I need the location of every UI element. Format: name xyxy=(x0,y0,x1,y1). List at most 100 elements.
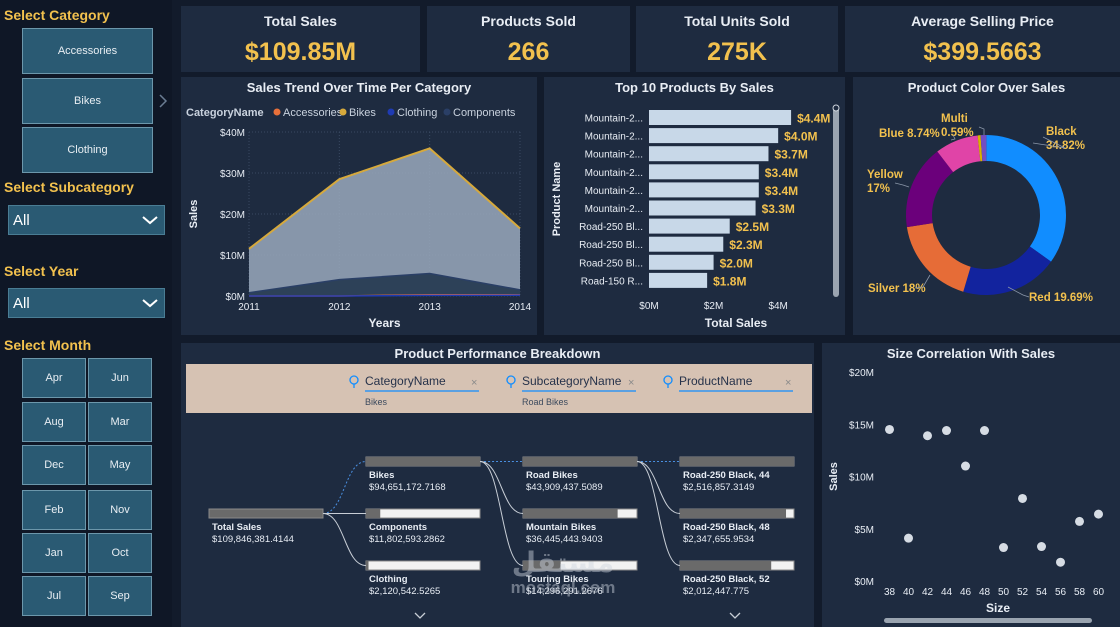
watermark-latin: mostaql.com xyxy=(510,578,616,597)
month-button[interactable]: Sep xyxy=(88,576,152,616)
kpi-title: Average Selling Price xyxy=(911,13,1054,29)
tree-node-value: $2,012,447.775 xyxy=(683,586,749,597)
donut-data-label: Black 34.82% xyxy=(1046,126,1085,152)
y-axis-label: Sales xyxy=(828,462,840,491)
legend-marker xyxy=(339,108,347,116)
donut-slice-multi xyxy=(977,135,983,162)
line-bikes xyxy=(248,147,521,250)
tree-node-name: Touring Bikes xyxy=(526,574,589,585)
month-button[interactable]: May xyxy=(88,445,152,485)
bar-category-label: Mountain-2... xyxy=(585,150,643,161)
category-button-bikes[interactable]: Bikes xyxy=(22,78,153,124)
bar xyxy=(649,164,759,180)
donut-data-label: Multi 0.59% xyxy=(941,113,974,139)
x-tick-label: 52 xyxy=(1017,587,1029,598)
month-button[interactable]: Apr xyxy=(22,358,86,398)
year-slicer-title: Select Year xyxy=(4,263,79,279)
y-tick-label: $15M xyxy=(849,420,874,431)
bar-category-label: Mountain-2... xyxy=(585,114,643,125)
month-button[interactable]: Jan xyxy=(22,533,86,573)
year-dropdown[interactable]: All xyxy=(8,288,165,318)
bar-data-label: $2.5M xyxy=(736,220,769,234)
x-tick-label: 56 xyxy=(1055,587,1067,598)
donut-slice-black xyxy=(986,135,1066,262)
kpi-title: Products Sold xyxy=(481,13,576,29)
size-correlation-scatter-chart[interactable]: $0M $5M $10M $15M $20M 38 40 42 44 46 48 50 52 54 56 58… xyxy=(822,343,1120,627)
scroll-right-icon[interactable] xyxy=(158,94,168,108)
chevron-down-icon[interactable] xyxy=(729,612,741,619)
legend-marker xyxy=(443,108,451,116)
tree-node-value: $43,909,437.5089 xyxy=(526,482,603,493)
lightbulb-bulb xyxy=(663,375,673,385)
lightbulb-icon xyxy=(506,375,516,388)
donut-data-label: Silver 18% xyxy=(868,283,926,295)
subcategory-dropdown[interactable]: All xyxy=(8,205,165,235)
y-axis-label: Sales xyxy=(188,200,200,229)
close-icon[interactable]: × xyxy=(628,377,634,389)
size-correlation-panel: Size Correlation With Sales $0M $5M $10M $1… xyxy=(822,343,1120,627)
x-tick-label: $2M xyxy=(704,301,723,312)
area-bikes xyxy=(249,148,520,296)
filter-field-label: SubcategoryName xyxy=(522,374,622,388)
kpi-card-total-units-sold: Total Units Sold 275K xyxy=(636,6,838,72)
chart-title: Product Color Over Sales xyxy=(907,80,1066,95)
donut-slice-red xyxy=(963,246,1052,295)
donut-data-label: Red 19.69% xyxy=(1029,292,1093,304)
lightbulb-icon xyxy=(663,375,673,388)
kpi-card-products-sold: Products Sold 266 xyxy=(427,6,630,72)
month-button[interactable]: Aug xyxy=(22,402,86,442)
category-button-accessories[interactable]: Accessories xyxy=(22,28,153,74)
sales-trend-panel: Sales Trend Over Time Per Category Categ… xyxy=(181,77,537,335)
y-tick-label: $20M xyxy=(849,368,874,379)
month-button[interactable]: Mar xyxy=(88,402,152,442)
top-products-chart[interactable]: Mountain-2... $4.4M Mountain-2... $4.0M Moun… xyxy=(544,77,845,335)
x-axis-label: Size xyxy=(986,601,1010,615)
month-button[interactable]: Jun xyxy=(88,358,152,398)
chevron-down-icon[interactable] xyxy=(414,612,426,619)
donut-leader-line xyxy=(950,134,956,141)
month-slicer-title: Select Month xyxy=(4,337,92,353)
month-button[interactable]: Nov xyxy=(88,490,152,530)
scrollbar[interactable] xyxy=(884,618,1092,623)
close-icon[interactable]: × xyxy=(471,377,477,389)
scatter-point xyxy=(942,426,951,436)
kpi-value: 275K xyxy=(707,38,767,66)
x-tick-label: 2011 xyxy=(238,302,260,313)
x-tick-label: 2013 xyxy=(419,302,442,313)
bar-data-label: $3.7M xyxy=(774,148,807,162)
month-button[interactable]: Jul xyxy=(22,576,86,616)
bar-data-label: $2.3M xyxy=(729,238,762,252)
decomposition-title: Product Performance Breakdown xyxy=(394,346,601,361)
tree-node-bar xyxy=(680,457,794,466)
month-button[interactable]: Dec xyxy=(22,445,86,485)
close-icon[interactable]: × xyxy=(785,377,791,389)
decomposition-tree[interactable]: CategoryName × Bikes SubcategoryName × Road B… xyxy=(181,343,814,627)
donut-leader-line xyxy=(978,126,985,135)
tree-connector xyxy=(322,513,367,566)
y-tick-label: $0M xyxy=(226,292,245,303)
scatter-point xyxy=(1018,493,1027,503)
scrollbar[interactable] xyxy=(833,107,839,297)
category-button-clothing[interactable]: Clothing xyxy=(22,127,153,173)
tree-node-bar xyxy=(680,561,772,570)
month-button[interactable]: Feb xyxy=(22,490,86,530)
product-color-donut-chart[interactable]: Black 34.82% Red 19.69% Silver 18% Yellow 17%… xyxy=(853,77,1120,335)
tree-node-track xyxy=(365,560,481,571)
tree-node-bar xyxy=(208,508,324,519)
filter-field-label: CategoryName xyxy=(365,374,446,388)
donut-data-label: Yellow 17% xyxy=(867,169,903,195)
legend-item: Components xyxy=(453,107,516,119)
sales-trend-chart[interactable]: CategoryName Accessories Bikes Clothing Comp… xyxy=(181,77,537,335)
y-tick-label: $40M xyxy=(220,128,245,139)
scatter-point xyxy=(1094,509,1103,519)
tree-node-name: Bikes xyxy=(369,470,394,481)
line-components xyxy=(248,272,521,294)
month-button[interactable]: Oct xyxy=(88,533,152,573)
scatter-point xyxy=(961,461,970,471)
watermark-arabic: مستقل xyxy=(511,547,615,578)
tree-node-name: Road Bikes xyxy=(526,470,578,481)
donut-slice-blue xyxy=(937,135,981,173)
bar-category-label: Mountain-2... xyxy=(585,186,643,197)
bar xyxy=(649,254,714,270)
donut-leader-line xyxy=(1007,286,1030,298)
